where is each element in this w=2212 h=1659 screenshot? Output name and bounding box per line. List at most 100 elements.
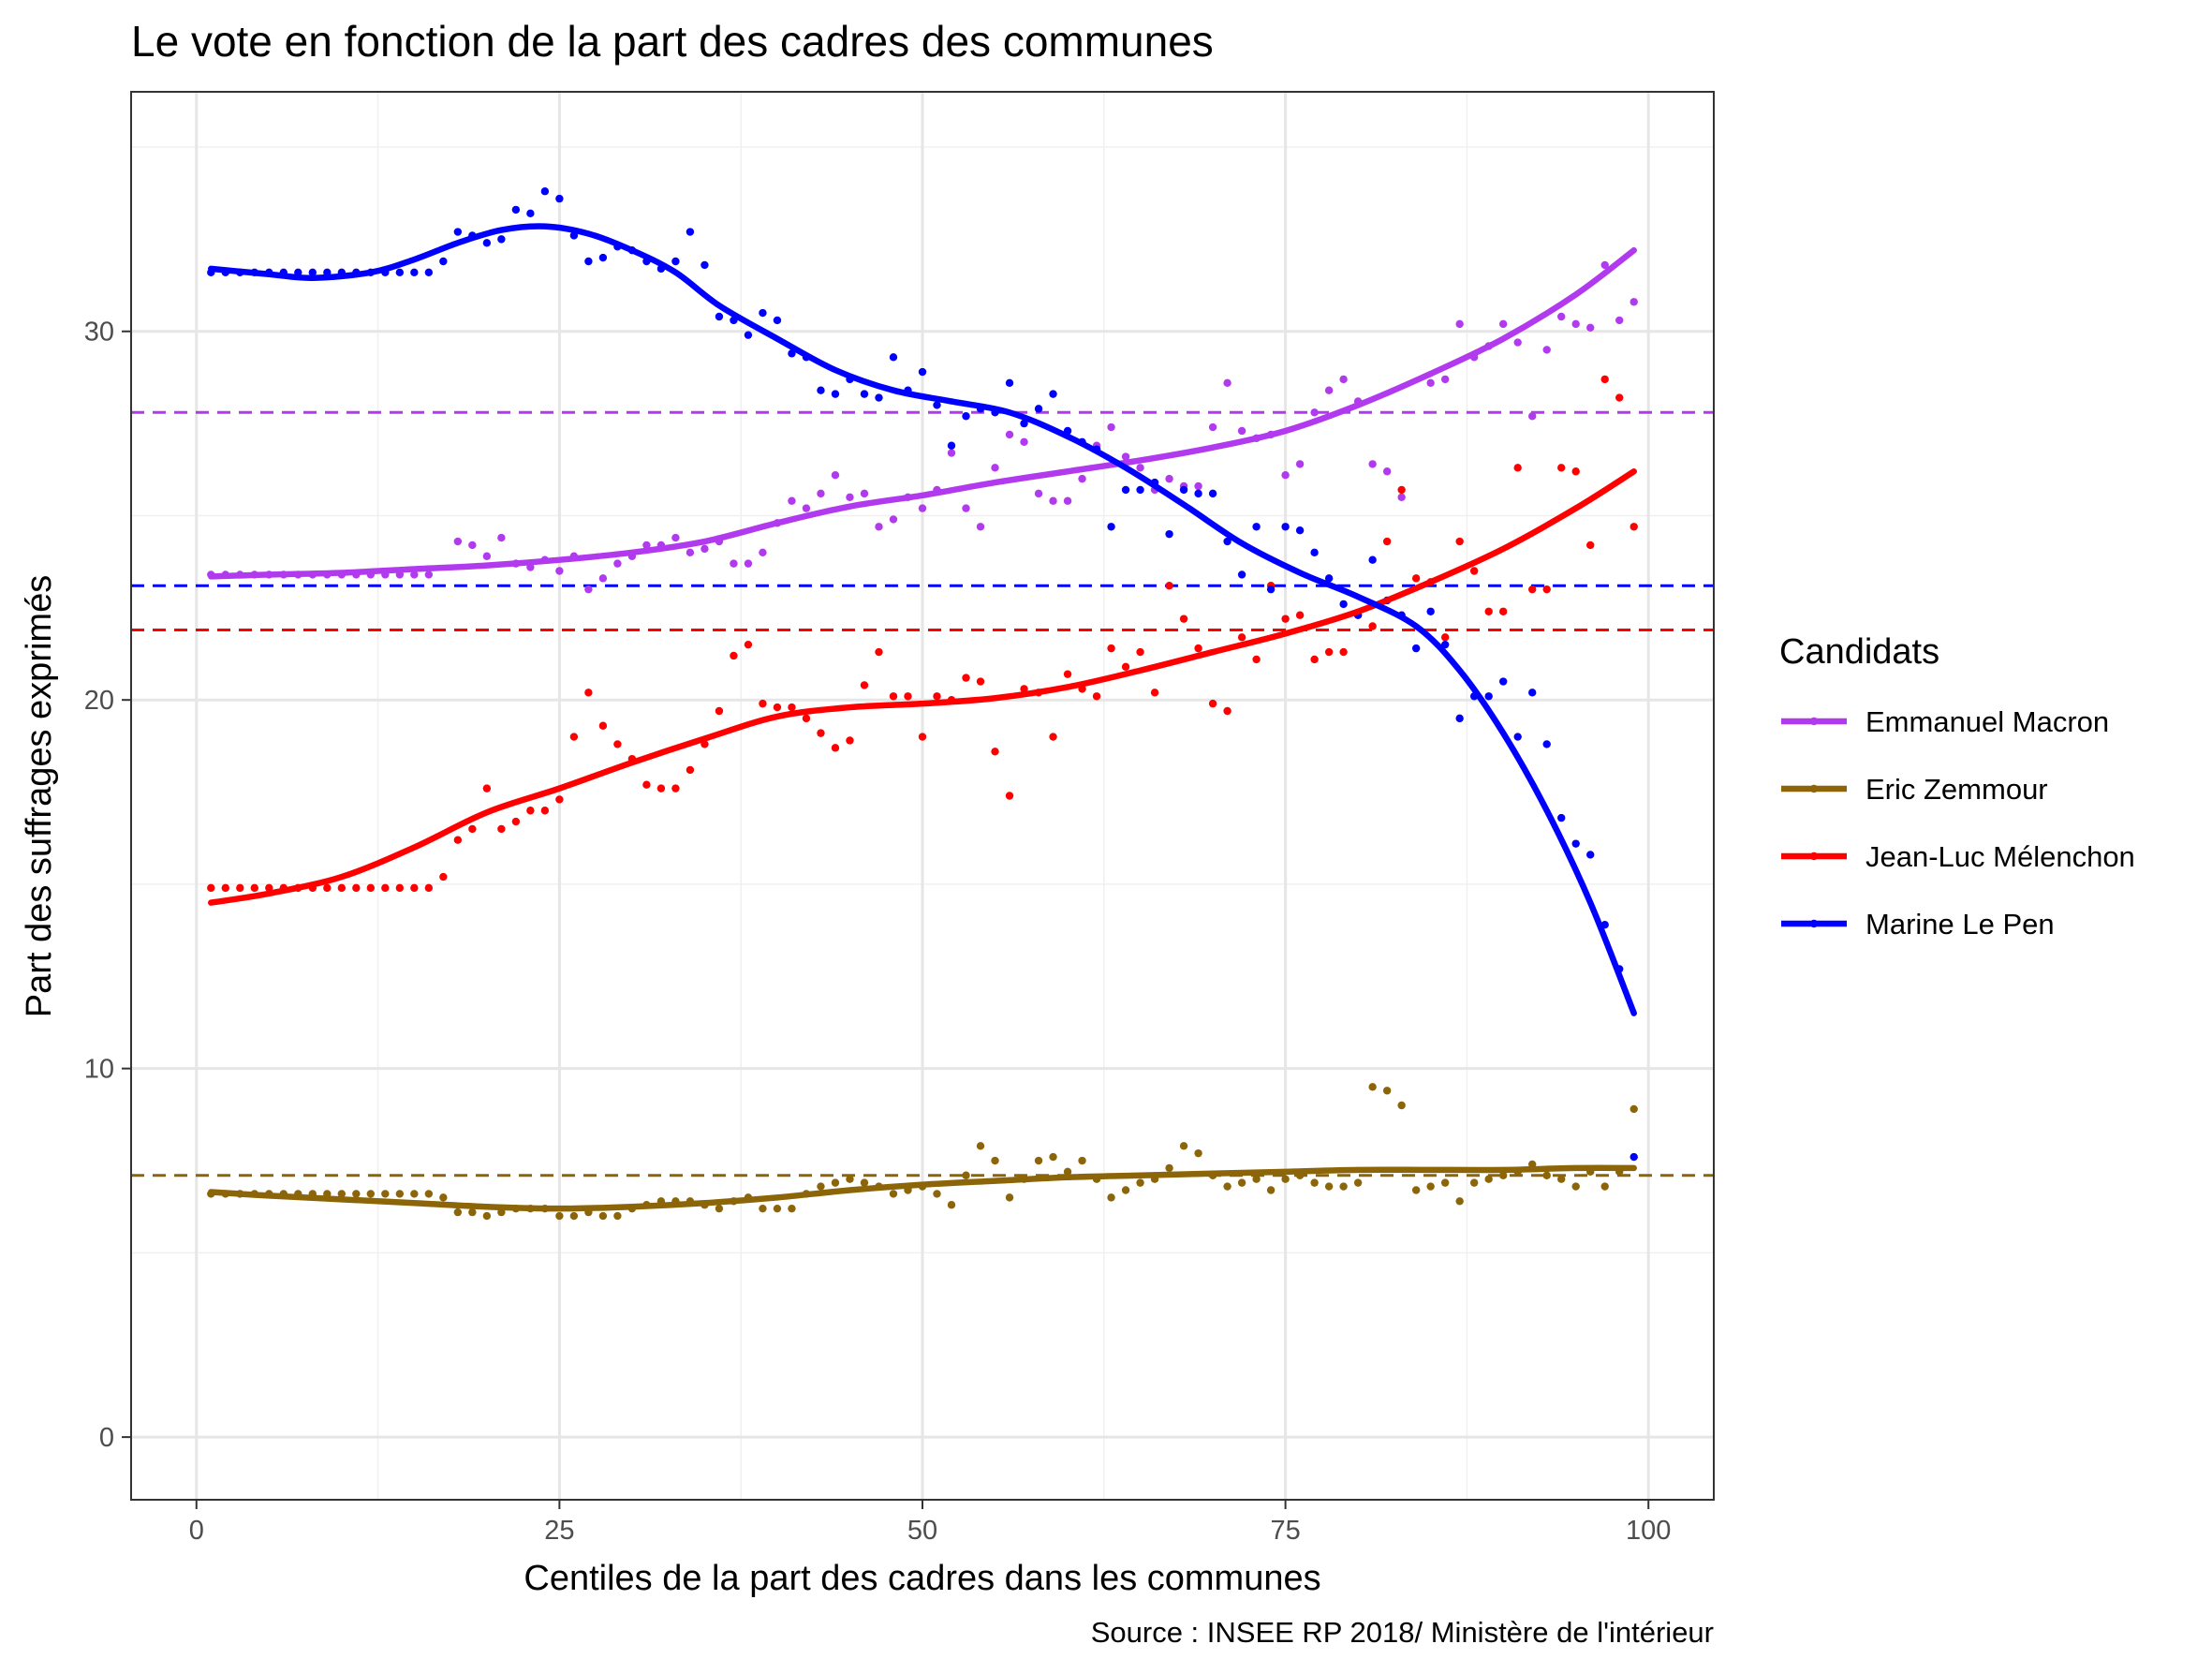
- x-axis-title: Centiles de la part des cadres dans les …: [524, 1559, 1320, 1598]
- data-point-marine-le-pen: [526, 209, 535, 218]
- data-point-jean-luc-melenchon: [1440, 633, 1450, 642]
- data-point-eric-zemmour: [962, 1171, 970, 1179]
- data-point-marine-le-pen: [817, 386, 825, 394]
- data-point-emmanuel-macron: [1237, 426, 1246, 436]
- y-tick-label: 30: [84, 318, 114, 348]
- data-point-eric-zemmour: [1440, 1178, 1450, 1187]
- data-point-eric-zemmour: [555, 1211, 564, 1221]
- data-point-jean-luc-melenchon: [250, 883, 258, 893]
- data-point-jean-luc-melenchon: [381, 883, 390, 893]
- source-caption: Source : INSEE RP 2018/ Ministère de l'i…: [1091, 1616, 1714, 1649]
- data-point-jean-luc-melenchon: [352, 883, 361, 893]
- data-point-jean-luc-melenchon: [395, 883, 405, 893]
- data-point-emmanuel-macron: [817, 489, 825, 498]
- data-point-marine-le-pen: [933, 401, 941, 409]
- data-point-emmanuel-macron: [453, 537, 463, 546]
- data-point-jean-luc-melenchon: [424, 883, 434, 893]
- data-point-jean-luc-melenchon: [1339, 647, 1348, 657]
- data-point-emmanuel-macron: [700, 544, 709, 554]
- data-point-emmanuel-macron: [962, 504, 970, 512]
- y-tick-label: 20: [84, 686, 114, 716]
- data-point-jean-luc-melenchon: [1194, 644, 1202, 653]
- data-point-eric-zemmour: [1571, 1182, 1580, 1191]
- data-point-marine-le-pen: [511, 205, 521, 215]
- data-point-emmanuel-macron: [1368, 460, 1377, 468]
- data-point-emmanuel-macron: [802, 504, 811, 512]
- data-point-eric-zemmour: [569, 1211, 579, 1221]
- data-point-emmanuel-macron: [1527, 412, 1537, 421]
- data-point-jean-luc-melenchon: [207, 883, 215, 893]
- data-point-marine-le-pen: [1165, 529, 1173, 539]
- data-point-eric-zemmour: [1136, 1178, 1144, 1187]
- data-point-emmanuel-macron: [1339, 375, 1348, 384]
- data-point-marine-le-pen: [1586, 851, 1595, 859]
- data-point-marine-le-pen: [540, 187, 550, 196]
- data-point-jean-luc-melenchon: [1498, 607, 1508, 615]
- data-point-eric-zemmour: [439, 1193, 448, 1202]
- data-point-marine-le-pen: [1121, 485, 1130, 495]
- data-point-emmanuel-macron: [1557, 312, 1566, 321]
- data-point-emmanuel-macron: [1078, 474, 1086, 483]
- data-point-marine-le-pen: [1252, 523, 1261, 531]
- data-point-marine-le-pen: [1455, 714, 1464, 723]
- data-point-emmanuel-macron: [744, 559, 753, 568]
- data-point-emmanuel-macron: [468, 541, 477, 550]
- data-point-jean-luc-melenchon: [1615, 393, 1624, 402]
- data-point-jean-luc-melenchon: [1063, 670, 1072, 678]
- legend-label-marine-le-pen: Marine Le Pen: [1865, 908, 2055, 941]
- data-point-jean-luc-melenchon: [773, 703, 782, 712]
- smooth-layer: [208, 223, 1637, 1212]
- data-point-jean-luc-melenchon: [875, 647, 883, 657]
- data-point-jean-luc-melenchon: [1020, 685, 1028, 693]
- data-point-marine-le-pen: [1179, 485, 1188, 495]
- data-point-jean-luc-melenchon: [236, 883, 244, 893]
- data-point-marine-le-pen: [555, 194, 564, 203]
- data-point-eric-zemmour: [933, 1190, 941, 1198]
- data-point-jean-luc-melenchon: [991, 748, 999, 756]
- data-point-emmanuel-macron: [1498, 319, 1508, 329]
- legend-label-eric-zemmour: Eric Zemmour: [1865, 773, 2048, 806]
- data-point-jean-luc-melenchon: [1397, 485, 1406, 495]
- data-point-emmanuel-macron: [1513, 338, 1522, 347]
- data-point-eric-zemmour: [410, 1190, 419, 1198]
- data-point-emmanuel-macron: [1324, 386, 1334, 394]
- data-point-marine-le-pen: [1223, 537, 1231, 546]
- data-point-emmanuel-macron: [1440, 375, 1450, 384]
- data-point-jean-luc-melenchon: [337, 883, 347, 893]
- smooth-line-emmanuel-macron: [208, 246, 1637, 580]
- data-point-jean-luc-melenchon: [468, 824, 477, 834]
- data-point-jean-luc-melenchon: [598, 721, 608, 730]
- data-point-eric-zemmour: [991, 1156, 999, 1165]
- data-point-marine-le-pen: [744, 331, 753, 339]
- data-point-eric-zemmour: [1165, 1163, 1173, 1173]
- legend-label-emmanuel-macron: Emmanuel Macron: [1865, 705, 2109, 738]
- data-point-marine-le-pen: [1266, 585, 1276, 594]
- data-point-emmanuel-macron: [482, 552, 492, 560]
- data-point-eric-zemmour: [1107, 1193, 1115, 1202]
- data-point-eric-zemmour: [1310, 1178, 1319, 1187]
- data-point-emmanuel-macron: [730, 559, 738, 568]
- data-point-jean-luc-melenchon: [918, 733, 927, 741]
- data-point-marine-le-pen: [875, 393, 883, 402]
- data-point-jean-luc-melenchon: [1208, 699, 1217, 708]
- data-point-eric-zemmour: [1324, 1182, 1334, 1191]
- data-point-emmanuel-macron: [889, 515, 898, 524]
- legend-key-point-eric-zemmour: [1809, 784, 1819, 793]
- data-point-emmanuel-macron: [1208, 422, 1217, 432]
- data-point-emmanuel-macron: [1281, 470, 1290, 480]
- data-point-emmanuel-macron: [1049, 496, 1057, 505]
- data-point-jean-luc-melenchon: [889, 692, 898, 701]
- data-point-marine-le-pen: [962, 412, 970, 421]
- data-point-emmanuel-macron: [1571, 319, 1580, 329]
- data-point-eric-zemmour: [1455, 1197, 1464, 1206]
- data-point-eric-zemmour: [1121, 1186, 1130, 1194]
- data-point-jean-luc-melenchon: [976, 677, 985, 686]
- data-point-marine-le-pen: [715, 312, 724, 321]
- data-point-emmanuel-macron: [1630, 298, 1638, 306]
- data-point-jean-luc-melenchon: [1281, 615, 1290, 623]
- data-point-eric-zemmour: [759, 1204, 767, 1213]
- data-point-jean-luc-melenchon: [526, 807, 535, 815]
- data-point-eric-zemmour: [352, 1190, 361, 1198]
- data-point-marine-le-pen: [1557, 813, 1566, 822]
